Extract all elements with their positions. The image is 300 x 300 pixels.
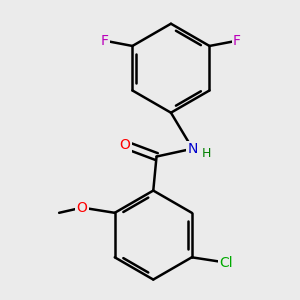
Text: O: O (120, 138, 130, 152)
Text: F: F (233, 34, 241, 48)
Text: H: H (202, 147, 212, 161)
Text: O: O (76, 201, 88, 214)
Text: N: N (187, 142, 198, 156)
Text: Cl: Cl (219, 256, 232, 269)
Text: F: F (101, 34, 109, 48)
